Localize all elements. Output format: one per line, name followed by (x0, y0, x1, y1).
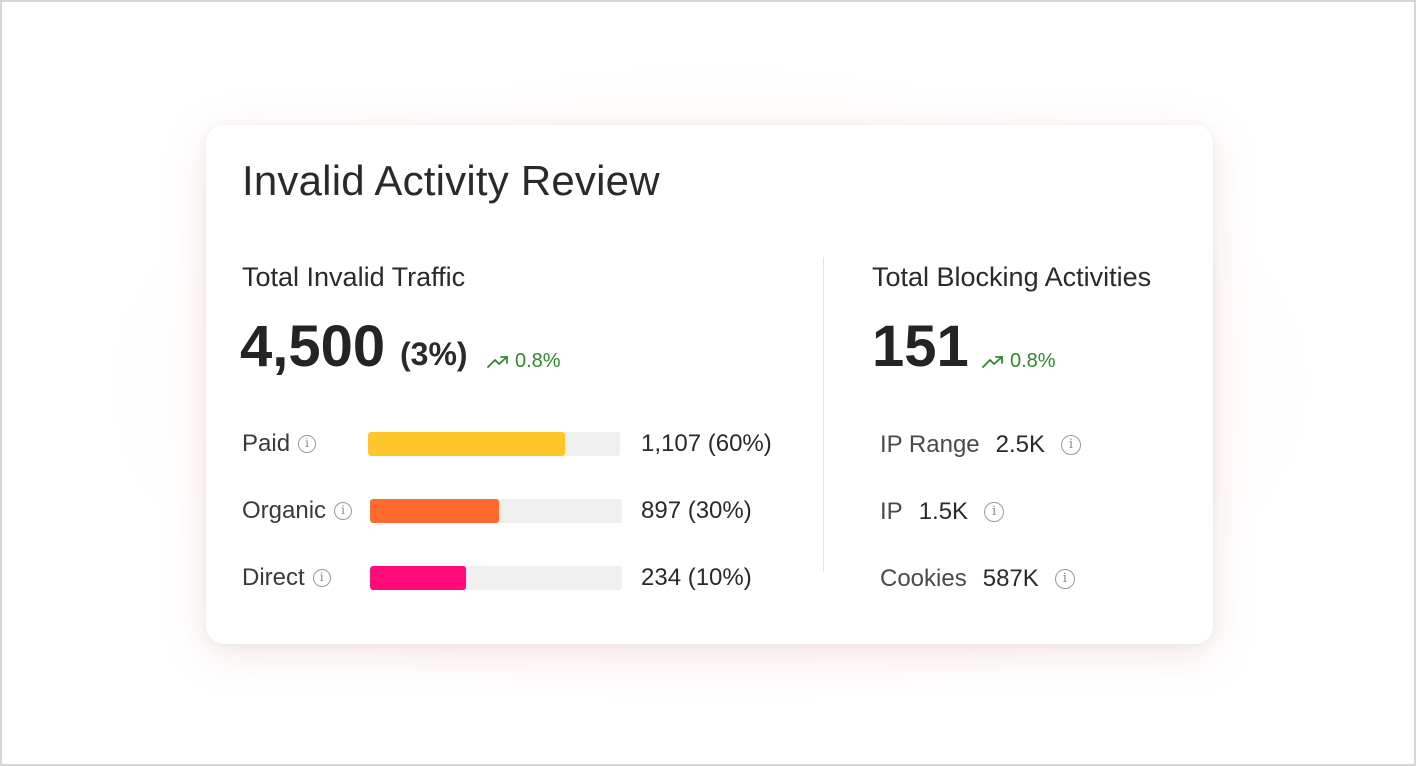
info-icon[interactable]: i (1061, 435, 1082, 455)
blocking-trend-value: 0.8% (1010, 350, 1056, 372)
traffic-row-label: Organic (242, 497, 327, 524)
blocking-row-value: 1.5K (918, 498, 969, 525)
traffic-row-paid-fill (368, 432, 565, 456)
info-icon[interactable]: i (984, 502, 1005, 522)
invalid-activity-card: Invalid Activity Review Total Invalid Tr… (206, 125, 1213, 644)
traffic-row-organic-bar (370, 499, 622, 523)
traffic-row-organic-label: Organic i (242, 497, 353, 525)
section-divider (823, 257, 824, 572)
traffic-row-direct-value: 234 (10%) (641, 564, 752, 591)
trending-up-icon (982, 355, 1003, 368)
blocking-trend: 0.8% (982, 350, 1056, 373)
traffic-section-title: Total Invalid Traffic (242, 262, 466, 292)
traffic-trend: 0.8% (487, 350, 561, 373)
traffic-row-label: Paid (242, 430, 291, 457)
traffic-total-percent: (3%) (400, 336, 468, 372)
traffic-row-label: Direct (242, 564, 305, 591)
blocking-row-label: Cookies (880, 565, 967, 592)
traffic-row-direct-label: Direct i (242, 564, 331, 592)
info-icon[interactable]: i (1054, 569, 1075, 589)
blocking-row-value: 2.5K (995, 431, 1046, 458)
blocking-row-cookies: Cookies 587K i (880, 565, 1075, 593)
traffic-row-organic-value: 897 (30%) (641, 497, 752, 524)
blocking-row-ip-range: IP Range 2.5K i (880, 431, 1082, 459)
blocking-row-label: IP (880, 498, 903, 525)
traffic-row-direct-bar (370, 566, 622, 590)
traffic-trend-value: 0.8% (515, 350, 561, 372)
blocking-total: 151 (872, 314, 969, 379)
traffic-row-organic-fill (370, 499, 499, 523)
traffic-row-paid-value: 1,107 (60%) (641, 430, 772, 457)
traffic-row-paid-bar (368, 432, 620, 456)
traffic-row-direct-fill (370, 566, 466, 590)
card-title: Invalid Activity Review (242, 157, 660, 204)
info-icon[interactable]: i (298, 435, 317, 453)
blocking-row-value: 587K (982, 565, 1039, 592)
trending-up-icon (487, 355, 508, 368)
info-icon[interactable]: i (334, 502, 353, 520)
traffic-row-paid-label: Paid i (242, 430, 317, 458)
blocking-row-label: IP Range (880, 431, 980, 458)
blocking-section-title: Total Blocking Activities (872, 262, 1152, 292)
traffic-total: 4,500 (240, 314, 386, 379)
info-icon[interactable]: i (312, 569, 331, 587)
blocking-row-ip: IP 1.5K i (880, 498, 1005, 526)
